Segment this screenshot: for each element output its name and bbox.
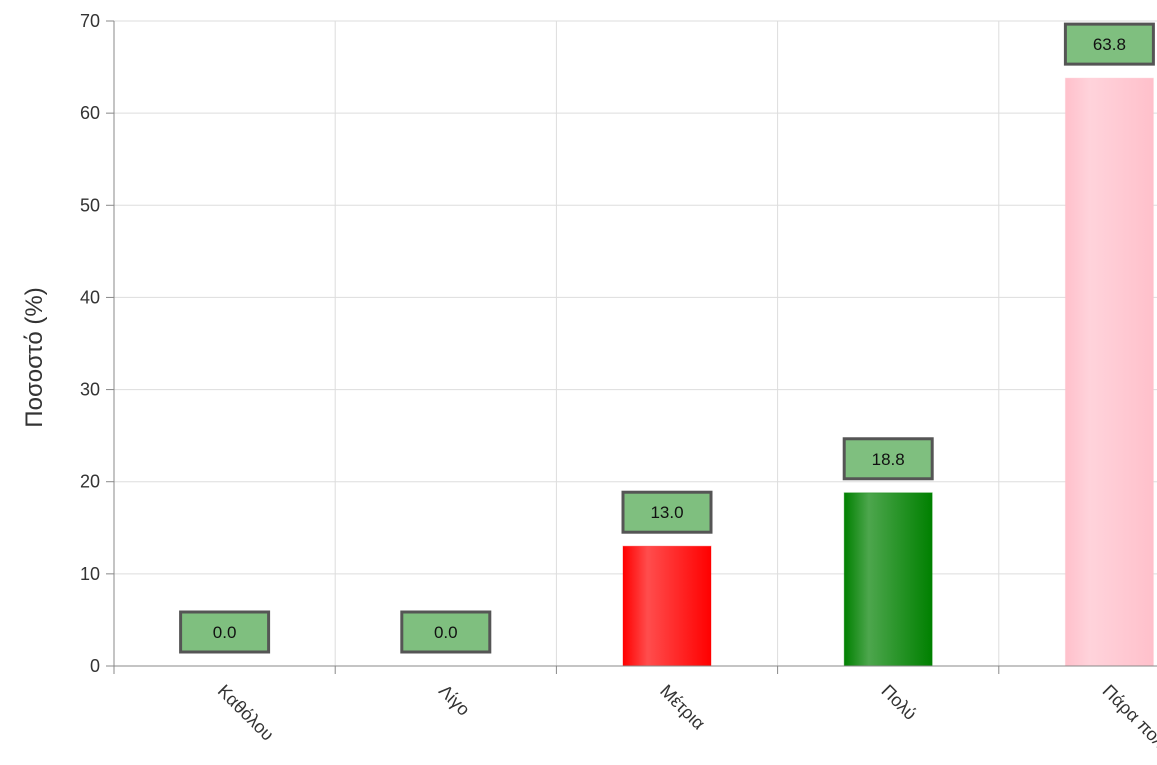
bar-3 bbox=[622, 545, 712, 667]
y-tick-label: 10 bbox=[80, 564, 100, 584]
data-label: 63.8 bbox=[1063, 22, 1155, 66]
x-tick-label: Πολύ bbox=[877, 681, 920, 724]
data-label-box bbox=[842, 437, 934, 481]
y-tick-label: 40 bbox=[80, 287, 100, 307]
data-label-value: 0.0 bbox=[213, 623, 237, 642]
data-label-box bbox=[400, 610, 492, 654]
bars bbox=[622, 77, 1154, 667]
data-label-value: 0.0 bbox=[434, 623, 458, 642]
y-tick-label: 0 bbox=[90, 656, 100, 676]
x-tick-label: Καθόλου bbox=[214, 681, 278, 745]
data-label-value: 63.8 bbox=[1093, 35, 1126, 54]
y-tick-label: 60 bbox=[80, 103, 100, 123]
data-label: 0.0 bbox=[179, 610, 271, 654]
data-label: 18.8 bbox=[842, 437, 934, 481]
bar-5 bbox=[1064, 77, 1154, 667]
y-tick-label: 30 bbox=[80, 380, 100, 400]
grid-lines bbox=[114, 20, 1157, 667]
data-labels: 0.0 0.0 13.0 18.8 63.8 bbox=[179, 22, 1155, 654]
x-tick-label: Πάρα πολύ bbox=[1099, 681, 1157, 758]
data-label-value: 18.8 bbox=[872, 450, 905, 469]
x-tick-label: Μέτρια bbox=[656, 681, 709, 734]
x-tick-label: Λίγο bbox=[435, 681, 474, 720]
data-label-value: 13.0 bbox=[650, 503, 683, 522]
y-tick-label: 20 bbox=[80, 472, 100, 492]
bar-4 bbox=[843, 492, 933, 667]
y-axis-title: Ποσοστό (%) bbox=[21, 287, 48, 427]
data-label-box bbox=[179, 610, 271, 654]
y-tick-label: 50 bbox=[80, 195, 100, 215]
data-label-box bbox=[621, 490, 713, 534]
y-tick-label: 70 bbox=[80, 11, 100, 31]
data-label-box bbox=[1063, 22, 1155, 66]
data-label: 13.0 bbox=[621, 490, 713, 534]
data-label: 0.0 bbox=[400, 610, 492, 654]
